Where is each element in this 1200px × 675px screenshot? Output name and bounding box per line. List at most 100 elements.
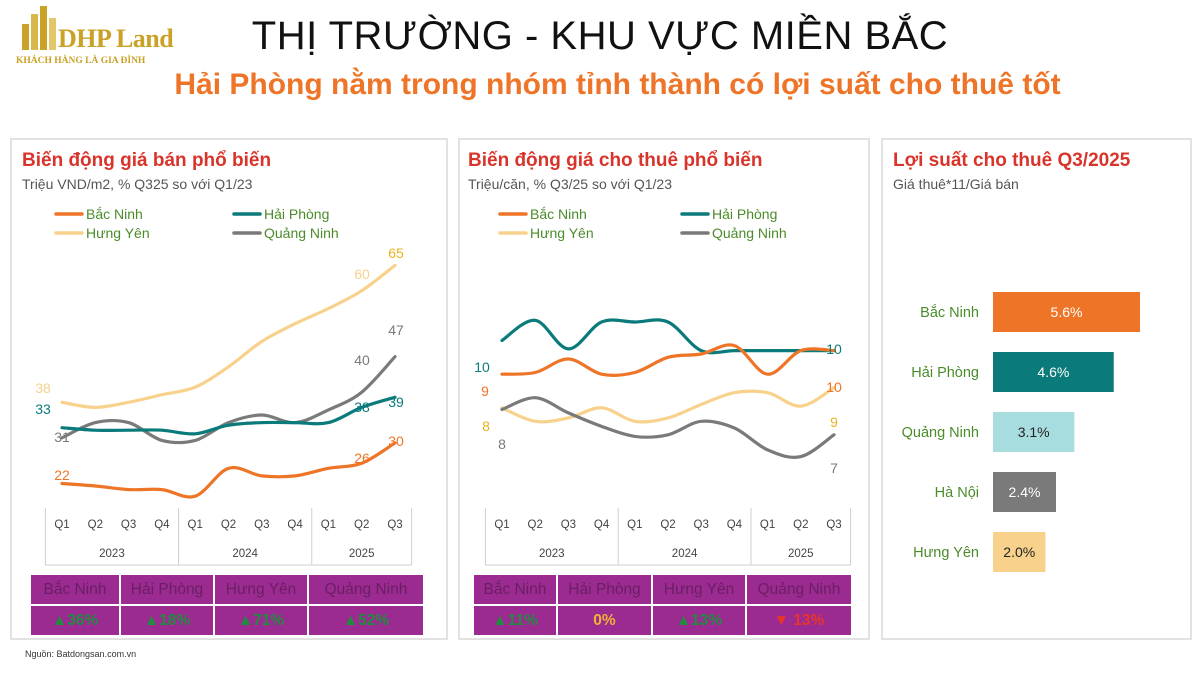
summary-header-cell: Hải Phòng [558,575,651,604]
x-tick-label: Q1 [627,519,642,531]
summary-column: Hải Phòng ▲18% [121,575,213,635]
summary-value-cell: ▲71% [215,606,307,635]
summary-value-cell: ▼ 13% [747,606,851,635]
data-label: 33 [35,401,51,417]
sale-chart-subtitle: Triệu VND/m2, % Q325 so với Q1/23 [22,176,253,192]
rent-chart-subtitle: Triệu/căn, % Q3/25 so với Q1/23 [468,176,672,192]
brand-tagline: KHÁCH HÀNG LÀ GIA ĐÌNH [16,56,146,66]
brand-logo: DHP Land KHÁCH HÀNG LÀ GIA ĐÌNH [14,4,179,66]
bar [993,412,1075,452]
summary-header-cell: Hưng Yên [215,575,307,604]
sale-chart-title: Biến động giá bán phổ biến [22,150,272,171]
data-label: 47 [388,322,404,338]
legend-label-bac-ninh: Bắc Ninh [86,206,143,222]
summary-column: Hưng Yên ▲71% [215,575,307,635]
data-label: 65 [388,245,404,261]
legend-label-hai-phong: Hải Phòng [712,206,777,222]
x-tick-label: Q4 [727,519,743,531]
summary-column: Quảng Ninh ▼ 13% [747,575,851,635]
summary-column: Hưng Yên ▲13% [653,575,745,635]
bar [993,292,1140,332]
page-subtitle: Hải Phòng nằm trong nhóm tỉnh thành có l… [174,68,1061,101]
legend-label-quang-ninh: Quảng Ninh [264,225,339,241]
summary-header-cell: Quảng Ninh [747,575,851,604]
sale-price-panel: Biến động giá bán phổ biến Triệu VND/m2,… [10,138,448,640]
data-label: 8 [498,436,506,452]
summary-column: Bắc Ninh ▲11% [474,575,556,635]
data-label: 7 [830,460,838,476]
legend-label-hai-phong: Hải Phòng [264,206,329,222]
x-tick-label: Q2 [88,519,103,531]
bar [993,532,1046,572]
building-logo-icon [22,6,56,50]
x-tick-label: Q3 [121,519,136,531]
summary-header-cell: Bắc Ninh [31,575,119,604]
bar-category-label: Hà Nội [935,485,979,501]
rental-yield-bar-chart: Bắc Ninh 5.6% Hải Phòng 4.6% Quảng Ninh 3.1% H… [902,292,1140,572]
rent-chart-title: Biến động giá cho thuê phổ biến [468,150,763,171]
x-tick-label: Q2 [221,519,236,531]
sale-price-chart: Bắc Ninh Hải Phòng Hưng Yên Quảng Ninh 22 26 3… [35,206,413,566]
rent-price-chart: Bắc Ninh Hải Phòng Hưng Yên Quảng Ninh 9 10 10… [474,206,852,566]
bar-value-label: 5.6% [1051,304,1083,320]
data-label: 10 [826,379,842,395]
x-tick-label: Q1 [54,519,69,531]
summary-value-cell: ▲36% [31,606,119,635]
series-line-2 [60,263,397,410]
data-label: 10 [826,341,842,357]
legend-label-hung-yen: Hưng Yên [530,225,594,241]
summary-column: Bắc Ninh ▲36% [31,575,119,635]
series-line-1 [60,395,397,436]
summary-value-cell: 0% [558,606,651,635]
bar [993,352,1114,392]
summary-header-cell: Hưng Yên [653,575,745,604]
bar-value-label: 2.0% [1003,544,1035,560]
x-tick-label: Q4 [594,519,610,531]
bar-category-label: Hưng Yên [913,545,979,561]
data-label: 10 [474,359,490,375]
page-title: THỊ TRƯỜNG - KHU VỰC MIỀN BẮC [251,14,949,58]
x-group-label: 2025 [349,548,375,560]
x-tick-label: Q2 [354,519,369,531]
rent-summary-table: Bắc Ninh ▲11% Hải Phòng 0% Hưng Yên ▲13% Quảng… [474,575,853,635]
bar-category-label: Bắc Ninh [920,304,979,321]
x-group-label: 2023 [539,548,565,560]
bar-value-label: 4.6% [1037,364,1069,380]
summary-value-cell: ▲52% [309,606,423,635]
x-tick-label: Q2 [793,519,808,531]
x-tick-label: Q1 [321,519,336,531]
series-line-2 [500,386,836,424]
x-group-label: 2024 [232,548,258,560]
x-tick-label: Q3 [694,519,709,531]
summary-header-cell: Bắc Ninh [474,575,556,604]
data-label: 31 [54,429,70,445]
series-line-3 [60,355,397,445]
data-label: 22 [54,467,70,483]
x-tick-label: Q4 [154,519,170,531]
source-note: Nguồn: Batdongsan.com.vn [25,649,137,659]
yield-chart-subtitle: Giá thuê*11/Giá bán [893,176,1019,192]
legend-label-bac-ninh: Bắc Ninh [530,206,587,222]
data-label: 26 [354,450,370,466]
summary-column: Hải Phòng 0% [558,575,651,635]
summary-value-cell: ▲13% [653,606,745,635]
yield-chart-title: Lợi suất cho thuê Q3/2025 [893,150,1131,171]
brand-name: DHP Land [58,24,174,53]
data-label: 60 [354,266,370,282]
data-label: 30 [388,433,404,449]
series-line-0 [500,343,836,377]
data-label: 38 [35,380,51,396]
data-label: 38 [354,399,370,415]
summary-value-cell: ▲18% [121,606,213,635]
summary-column: Quảng Ninh ▲52% [309,575,423,635]
bar-value-label: 3.1% [1018,424,1050,440]
x-tick-label: Q1 [188,519,203,531]
rent-price-panel: Biến động giá cho thuê phổ biến Triệu/că… [458,138,870,640]
x-tick-label: Q1 [494,519,509,531]
legend-label-hung-yen: Hưng Yên [86,225,150,241]
data-label: 8 [482,418,490,434]
data-label: 40 [354,352,370,368]
summary-header-cell: Hải Phòng [121,575,213,604]
x-tick-label: Q4 [287,519,303,531]
x-group-label: 2024 [672,548,698,560]
